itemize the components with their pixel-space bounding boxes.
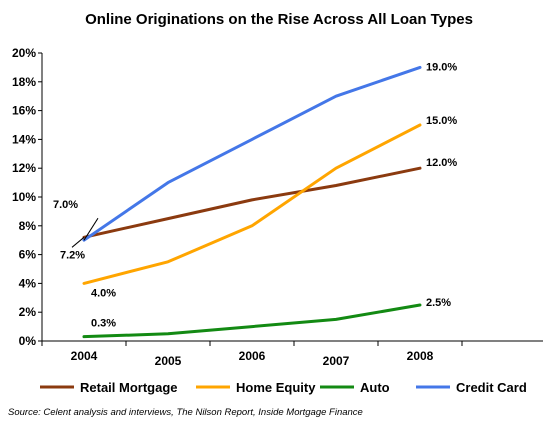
y-tick-label: 18% [12, 75, 36, 89]
data-label-leader [83, 217, 99, 241]
y-tick-label: 10% [12, 190, 36, 204]
y-tick-label: 0% [19, 334, 37, 348]
series-line-0 [82, 166, 422, 239]
data-labels: 7.0% 7.2% 4.0% 0.3% 19.0% 15.0% 12.0% 2.5% [53, 61, 457, 329]
data-label: 15.0% [426, 115, 457, 127]
legend-label: Retail Mortgage [80, 380, 178, 395]
legend-label: Credit Card [456, 380, 527, 395]
legend-label: Auto [360, 380, 390, 395]
legend-label: Home Equity [236, 380, 316, 395]
series-line-1 [82, 123, 422, 285]
y-tick-label: 16% [12, 104, 36, 118]
data-label: 7.2% [60, 249, 85, 261]
axes: 0% 2% 4% 6% 8% 10% 12% 14% 16% 18% 20% 2004 2005 2006… [12, 46, 543, 368]
series-line-2 [82, 303, 422, 339]
y-tick-label: 8% [19, 219, 37, 233]
x-tick-label: 2006 [239, 349, 266, 363]
y-tick-label: 20% [12, 46, 36, 60]
series-lines [82, 65, 422, 339]
y-tick-label: 4% [19, 276, 37, 290]
y-tick-label: 6% [19, 248, 37, 262]
data-label: 7.0% [53, 199, 78, 211]
x-tick-label: 2008 [407, 349, 434, 363]
x-tick-label: 2004 [71, 349, 98, 363]
x-tick-label: 2005 [155, 354, 182, 368]
data-label: 19.0% [426, 61, 457, 73]
chart-title: Online Originations on the Rise Across A… [85, 11, 473, 28]
data-label: 12.0% [426, 157, 457, 169]
source-note: Source: Celent analysis and interviews, … [8, 407, 363, 418]
legend: Retail Mortgage Home Equity Auto Credit Car… [40, 380, 527, 395]
y-tick-label: 14% [12, 132, 36, 146]
x-tick-label: 2007 [323, 354, 350, 368]
data-label: 0.3% [91, 318, 116, 330]
data-label-leader [71, 236, 85, 248]
data-label: 4.0% [91, 287, 116, 299]
y-tick-label: 2% [19, 305, 37, 319]
series-line-3 [82, 65, 422, 242]
y-tick-label: 12% [12, 161, 36, 175]
data-label: 2.5% [426, 297, 451, 309]
